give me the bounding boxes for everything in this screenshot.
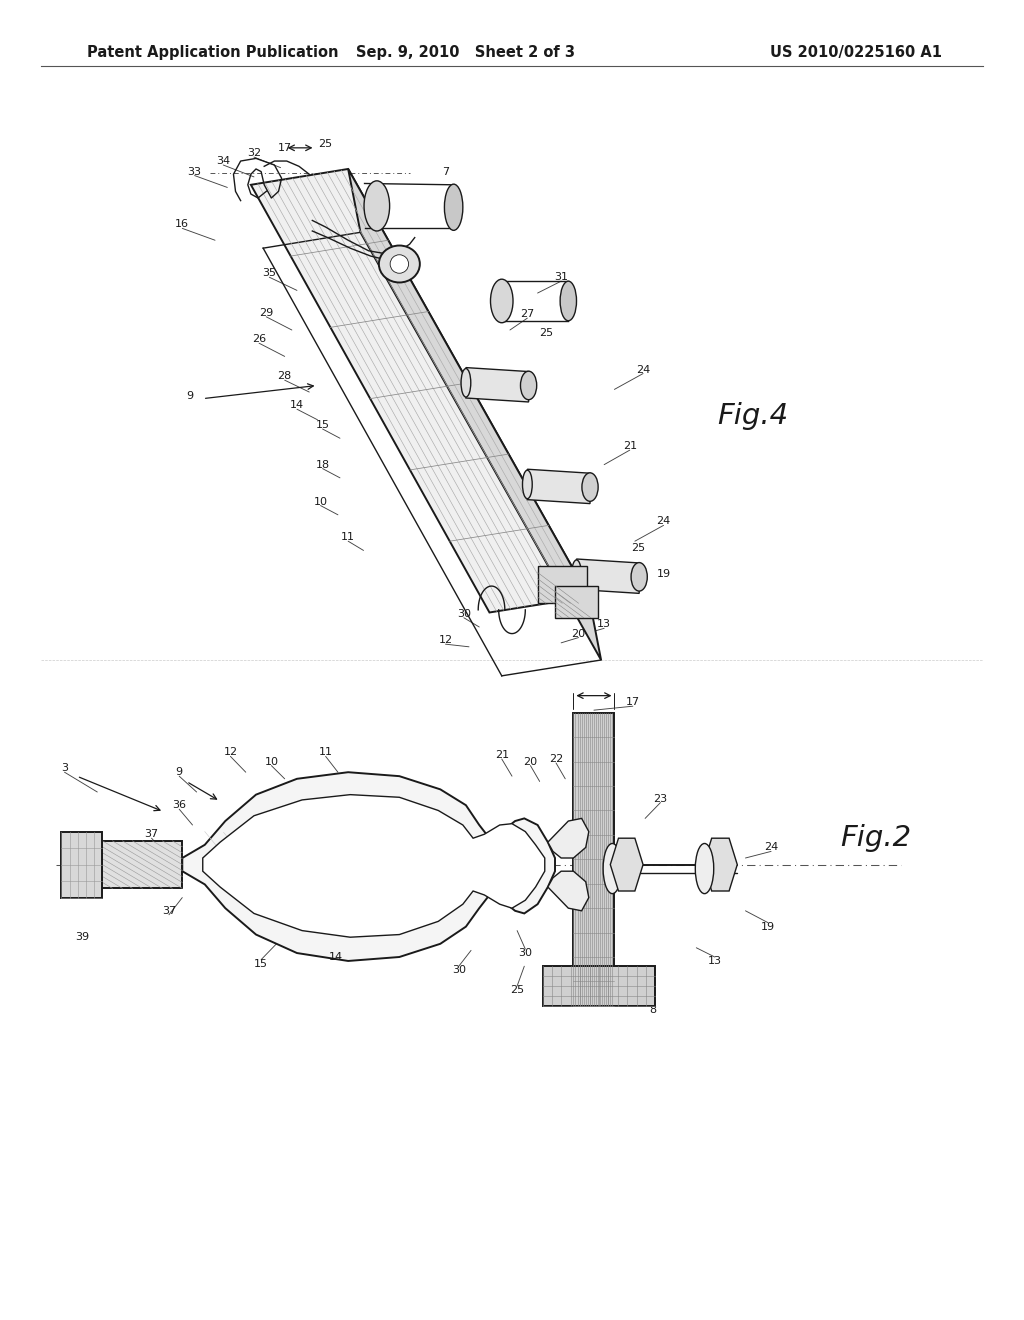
Text: Sep. 9, 2010   Sheet 2 of 3: Sep. 9, 2010 Sheet 2 of 3 bbox=[356, 45, 575, 59]
Ellipse shape bbox=[582, 473, 598, 502]
Text: Fig.2: Fig.2 bbox=[840, 824, 911, 853]
Text: 33: 33 bbox=[187, 166, 202, 177]
Polygon shape bbox=[548, 871, 589, 911]
Ellipse shape bbox=[461, 368, 471, 397]
Ellipse shape bbox=[390, 255, 409, 273]
Text: 25: 25 bbox=[539, 327, 553, 338]
Text: US 2010/0225160 A1: US 2010/0225160 A1 bbox=[770, 45, 942, 59]
Polygon shape bbox=[610, 838, 643, 891]
Text: 32: 32 bbox=[247, 148, 261, 158]
Text: 38: 38 bbox=[62, 840, 77, 850]
Text: 39: 39 bbox=[75, 932, 89, 942]
Ellipse shape bbox=[444, 185, 463, 230]
Text: 24: 24 bbox=[636, 364, 650, 375]
Polygon shape bbox=[703, 838, 737, 891]
Text: 34: 34 bbox=[216, 156, 230, 166]
Polygon shape bbox=[102, 841, 182, 888]
Text: 28: 28 bbox=[278, 371, 292, 381]
Text: 20: 20 bbox=[571, 628, 586, 639]
Text: 25: 25 bbox=[510, 985, 524, 995]
Polygon shape bbox=[203, 795, 545, 937]
Ellipse shape bbox=[522, 470, 532, 499]
Polygon shape bbox=[466, 367, 528, 403]
Polygon shape bbox=[555, 586, 598, 618]
Text: 12: 12 bbox=[438, 635, 453, 645]
Text: 29: 29 bbox=[259, 308, 273, 318]
Text: 11: 11 bbox=[318, 747, 333, 758]
Polygon shape bbox=[548, 818, 589, 858]
Ellipse shape bbox=[695, 843, 714, 894]
Ellipse shape bbox=[571, 560, 582, 589]
Polygon shape bbox=[573, 713, 614, 1006]
Text: 11: 11 bbox=[341, 532, 355, 543]
Text: 31: 31 bbox=[554, 272, 568, 282]
Text: 9: 9 bbox=[186, 391, 193, 401]
Text: 37: 37 bbox=[162, 906, 176, 916]
Text: 37: 37 bbox=[144, 829, 159, 840]
Text: 19: 19 bbox=[761, 921, 775, 932]
Text: 24: 24 bbox=[656, 516, 671, 527]
Text: 15: 15 bbox=[315, 420, 330, 430]
Ellipse shape bbox=[520, 371, 537, 400]
Text: 16: 16 bbox=[175, 219, 189, 230]
Text: 8: 8 bbox=[650, 1005, 656, 1015]
Text: 13: 13 bbox=[708, 956, 722, 966]
Text: 17: 17 bbox=[278, 143, 292, 153]
Text: 22: 22 bbox=[549, 754, 563, 764]
Polygon shape bbox=[251, 169, 589, 612]
Text: 30: 30 bbox=[518, 948, 532, 958]
Polygon shape bbox=[543, 966, 655, 1006]
Text: 25: 25 bbox=[318, 139, 333, 149]
Ellipse shape bbox=[603, 843, 622, 894]
Text: 35: 35 bbox=[262, 268, 276, 279]
Text: 19: 19 bbox=[656, 569, 671, 579]
Ellipse shape bbox=[560, 281, 577, 321]
Text: 30: 30 bbox=[452, 965, 466, 975]
Text: 21: 21 bbox=[495, 750, 509, 760]
Text: 21: 21 bbox=[623, 441, 637, 451]
Text: 25: 25 bbox=[631, 543, 645, 553]
Polygon shape bbox=[527, 469, 590, 504]
Text: 10: 10 bbox=[313, 496, 328, 507]
Text: 36: 36 bbox=[172, 800, 186, 810]
Ellipse shape bbox=[490, 279, 513, 322]
Text: 12: 12 bbox=[223, 747, 238, 758]
Text: 18: 18 bbox=[315, 459, 330, 470]
Ellipse shape bbox=[379, 246, 420, 282]
Text: 14: 14 bbox=[329, 952, 343, 962]
Text: 14: 14 bbox=[290, 400, 304, 411]
Text: 9: 9 bbox=[176, 767, 182, 777]
Text: 27: 27 bbox=[520, 309, 535, 319]
Text: 17: 17 bbox=[626, 697, 640, 708]
Text: 30: 30 bbox=[457, 609, 471, 619]
Ellipse shape bbox=[631, 562, 647, 591]
Polygon shape bbox=[538, 566, 587, 603]
Text: 13: 13 bbox=[597, 619, 611, 630]
Text: Patent Application Publication: Patent Application Publication bbox=[87, 45, 339, 59]
Polygon shape bbox=[182, 772, 555, 961]
Text: 3: 3 bbox=[61, 763, 68, 774]
Text: 15: 15 bbox=[254, 958, 268, 969]
Ellipse shape bbox=[365, 181, 389, 231]
Text: 7: 7 bbox=[442, 166, 449, 177]
Text: 23: 23 bbox=[653, 793, 668, 804]
Text: 20: 20 bbox=[523, 756, 538, 767]
Polygon shape bbox=[61, 832, 102, 898]
Text: 24: 24 bbox=[764, 842, 778, 853]
Text: 26: 26 bbox=[252, 334, 266, 345]
Text: 10: 10 bbox=[264, 756, 279, 767]
Text: Fig.4: Fig.4 bbox=[717, 401, 788, 430]
Polygon shape bbox=[348, 169, 601, 660]
Polygon shape bbox=[577, 558, 639, 594]
